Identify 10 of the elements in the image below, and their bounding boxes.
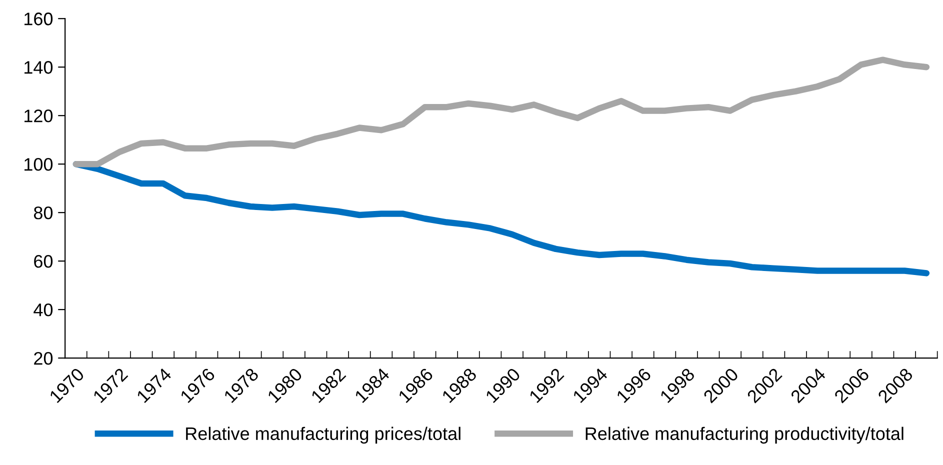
legend-label: Relative manufacturing prices/total <box>186 426 460 444</box>
y-tick-label: 100 <box>24 158 53 171</box>
y-tick-label: 40 <box>34 303 53 316</box>
y-tick-label: 20 <box>34 352 53 365</box>
y-tick-label: 60 <box>34 255 53 268</box>
y-tick-label: 160 <box>24 12 53 26</box>
y-tick-label: 120 <box>24 110 53 122</box>
y-tick-label: 80 <box>34 206 53 220</box>
legend-label: Relative manufacturing productivity/total <box>586 426 904 444</box>
y-tick-label: 140 <box>24 61 53 74</box>
